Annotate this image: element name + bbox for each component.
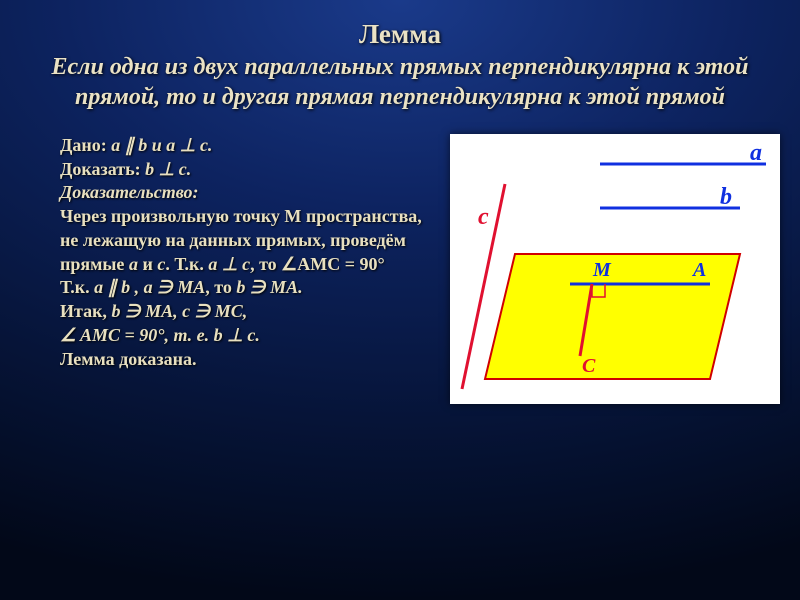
prove-prefix: Доказать:: [60, 159, 145, 179]
lemma-statement: Если одна из двух параллельных прямых пе…: [52, 54, 749, 110]
prove-math: b ⊥ c.: [145, 159, 191, 179]
p1-h: ∠AMC = 90°: [281, 254, 385, 274]
label-A: A: [691, 259, 706, 281]
p1-b: a: [129, 254, 138, 274]
label-C: C: [582, 355, 596, 377]
p2-b: a ∥ b , a ∋ MA: [94, 277, 205, 297]
p3-a: Итак,: [60, 301, 111, 321]
given-prefix: Дано:: [60, 135, 111, 155]
diagram: a b c M A C: [450, 134, 780, 404]
p2-a: Т.к.: [60, 277, 94, 297]
content-row: Дано: a ∥ b и a ⊥ c. Доказать: b ⊥ c. До…: [30, 134, 770, 404]
lemma-word: Лемма: [359, 19, 441, 49]
proof-p3: Итак, b ∋ MA, c ∋ MC,: [60, 300, 430, 324]
diagram-svg: a b c M A C: [450, 134, 780, 404]
label-b: b: [720, 184, 732, 210]
label-a: a: [750, 140, 762, 166]
p1-c: и: [138, 254, 157, 274]
proof-qed: Лемма доказана.: [60, 348, 430, 372]
p2-d: b ∋ MA.: [236, 277, 302, 297]
prove-line: Доказать: b ⊥ c.: [60, 158, 430, 182]
proof-p4: ∠ AMC = 90°, т. е. b ⊥ c.: [60, 324, 430, 348]
label-c: c: [478, 204, 489, 230]
p3-b: b ∋ MA, c ∋ MC,: [111, 301, 247, 321]
p2-c: , то: [205, 277, 236, 297]
proof-column: Дано: a ∥ b и a ⊥ c. Доказать: b ⊥ c. До…: [60, 134, 430, 372]
p1-g: , то: [250, 254, 281, 274]
given-line: Дано: a ∥ b и a ⊥ c.: [60, 134, 430, 158]
slide: Лемма Если одна из двух параллельных пря…: [0, 0, 800, 600]
diagram-column: a b c M A C: [450, 134, 780, 404]
proof-p2: Т.к. a ∥ b , a ∋ MA, то b ∋ MA.: [60, 276, 430, 300]
label-M: M: [592, 259, 612, 281]
title-block: Лемма Если одна из двух параллельных пря…: [30, 18, 770, 112]
given-math: a ∥ b и a ⊥ c.: [111, 135, 212, 155]
p1-e: . Т.к.: [165, 254, 208, 274]
p1-f: a ⊥ c: [208, 254, 250, 274]
proof-heading: Доказательство:: [60, 181, 430, 205]
proof-p1: Через произвольную точку М пространства,…: [60, 205, 430, 276]
